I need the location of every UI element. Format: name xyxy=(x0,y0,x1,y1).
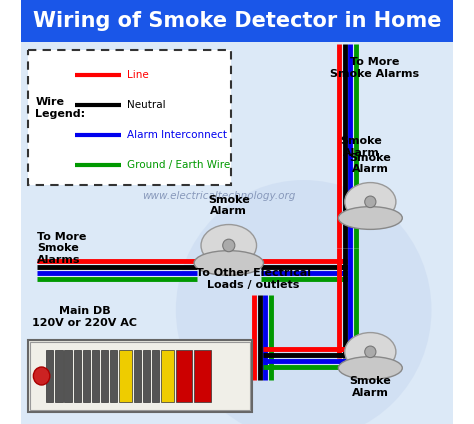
Bar xyxy=(101,350,108,402)
Text: Smoke
Alarm: Smoke Alarm xyxy=(340,137,382,158)
Text: Wiring of Smoke Detector in Home: Wiring of Smoke Detector in Home xyxy=(33,11,441,31)
Ellipse shape xyxy=(338,357,402,379)
Bar xyxy=(152,350,159,402)
Bar xyxy=(161,350,174,402)
Text: Smoke
Alarm: Smoke Alarm xyxy=(349,376,391,398)
Text: Line: Line xyxy=(127,70,148,80)
Ellipse shape xyxy=(345,332,396,371)
Bar xyxy=(64,350,72,402)
Ellipse shape xyxy=(201,225,256,266)
Bar xyxy=(92,350,99,402)
Ellipse shape xyxy=(365,196,376,208)
Ellipse shape xyxy=(194,251,264,275)
Bar xyxy=(46,350,54,402)
FancyBboxPatch shape xyxy=(28,50,231,185)
Text: Wire
Legend:: Wire Legend: xyxy=(35,97,85,119)
Text: Neutral: Neutral xyxy=(127,100,165,110)
Bar xyxy=(119,350,132,402)
Bar xyxy=(28,340,252,412)
Bar xyxy=(194,350,210,402)
Bar xyxy=(30,342,250,410)
Ellipse shape xyxy=(223,239,235,252)
Bar xyxy=(20,0,454,42)
Text: www.electricaltechnology.org: www.electricaltechnology.org xyxy=(142,191,295,201)
Text: To More
Smoke
Alarms: To More Smoke Alarms xyxy=(37,232,86,265)
Ellipse shape xyxy=(345,183,396,221)
Text: To Other Electrical
Loads / outlets: To Other Electrical Loads / outlets xyxy=(196,268,311,290)
Text: Ground / Earth Wire: Ground / Earth Wire xyxy=(127,160,230,170)
Text: Alarm Interconnect: Alarm Interconnect xyxy=(127,130,227,140)
Bar xyxy=(176,350,192,402)
Bar xyxy=(55,350,63,402)
Bar xyxy=(143,350,150,402)
Bar xyxy=(134,350,141,402)
Ellipse shape xyxy=(33,367,50,385)
Text: Main DB
120V or 220V AC: Main DB 120V or 220V AC xyxy=(32,307,137,328)
Bar xyxy=(82,350,90,402)
Text: Smoke
Alarm: Smoke Alarm xyxy=(349,153,391,175)
Bar xyxy=(110,350,118,402)
Ellipse shape xyxy=(176,180,431,424)
Ellipse shape xyxy=(338,206,402,229)
Text: To More
Smoke Alarms: To More Smoke Alarms xyxy=(330,57,419,78)
Ellipse shape xyxy=(365,346,376,357)
Text: Smoke
Alarm: Smoke Alarm xyxy=(208,195,250,216)
Bar xyxy=(73,350,81,402)
